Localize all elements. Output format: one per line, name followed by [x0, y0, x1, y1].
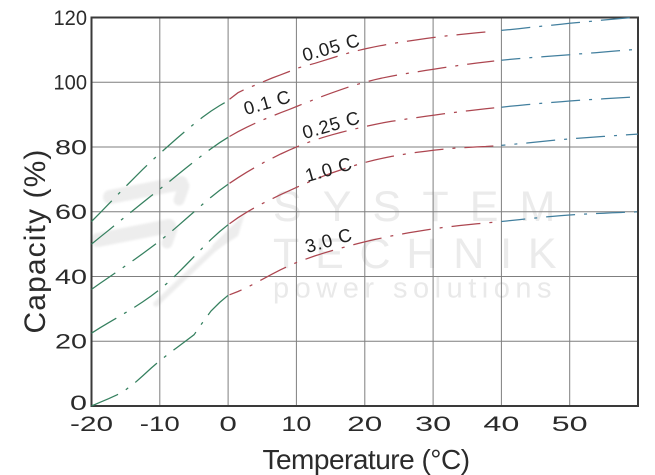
- svg-text:80: 80: [55, 135, 87, 159]
- svg-text:power solutions: power solutions: [273, 273, 557, 305]
- svg-text:SYSTEM: SYSTEM: [273, 183, 576, 231]
- svg-text:40: 40: [483, 412, 519, 436]
- svg-text:100: 100: [54, 71, 88, 95]
- svg-text:30: 30: [415, 412, 451, 436]
- svg-text:120: 120: [54, 6, 88, 30]
- svg-text:Capacity (%): Capacity (%): [19, 149, 52, 334]
- svg-text:-10: -10: [140, 412, 180, 436]
- svg-text:20: 20: [347, 412, 382, 436]
- svg-text:50: 50: [552, 412, 588, 436]
- svg-text:0: 0: [70, 391, 87, 415]
- svg-text:Temperature (°C): Temperature (°C): [262, 444, 469, 475]
- svg-text:40: 40: [55, 265, 87, 289]
- svg-text:0: 0: [219, 412, 237, 436]
- svg-text:-20: -20: [70, 412, 113, 436]
- svg-text:10: 10: [281, 412, 311, 436]
- svg-text:60: 60: [55, 200, 87, 224]
- svg-text:20: 20: [55, 330, 87, 354]
